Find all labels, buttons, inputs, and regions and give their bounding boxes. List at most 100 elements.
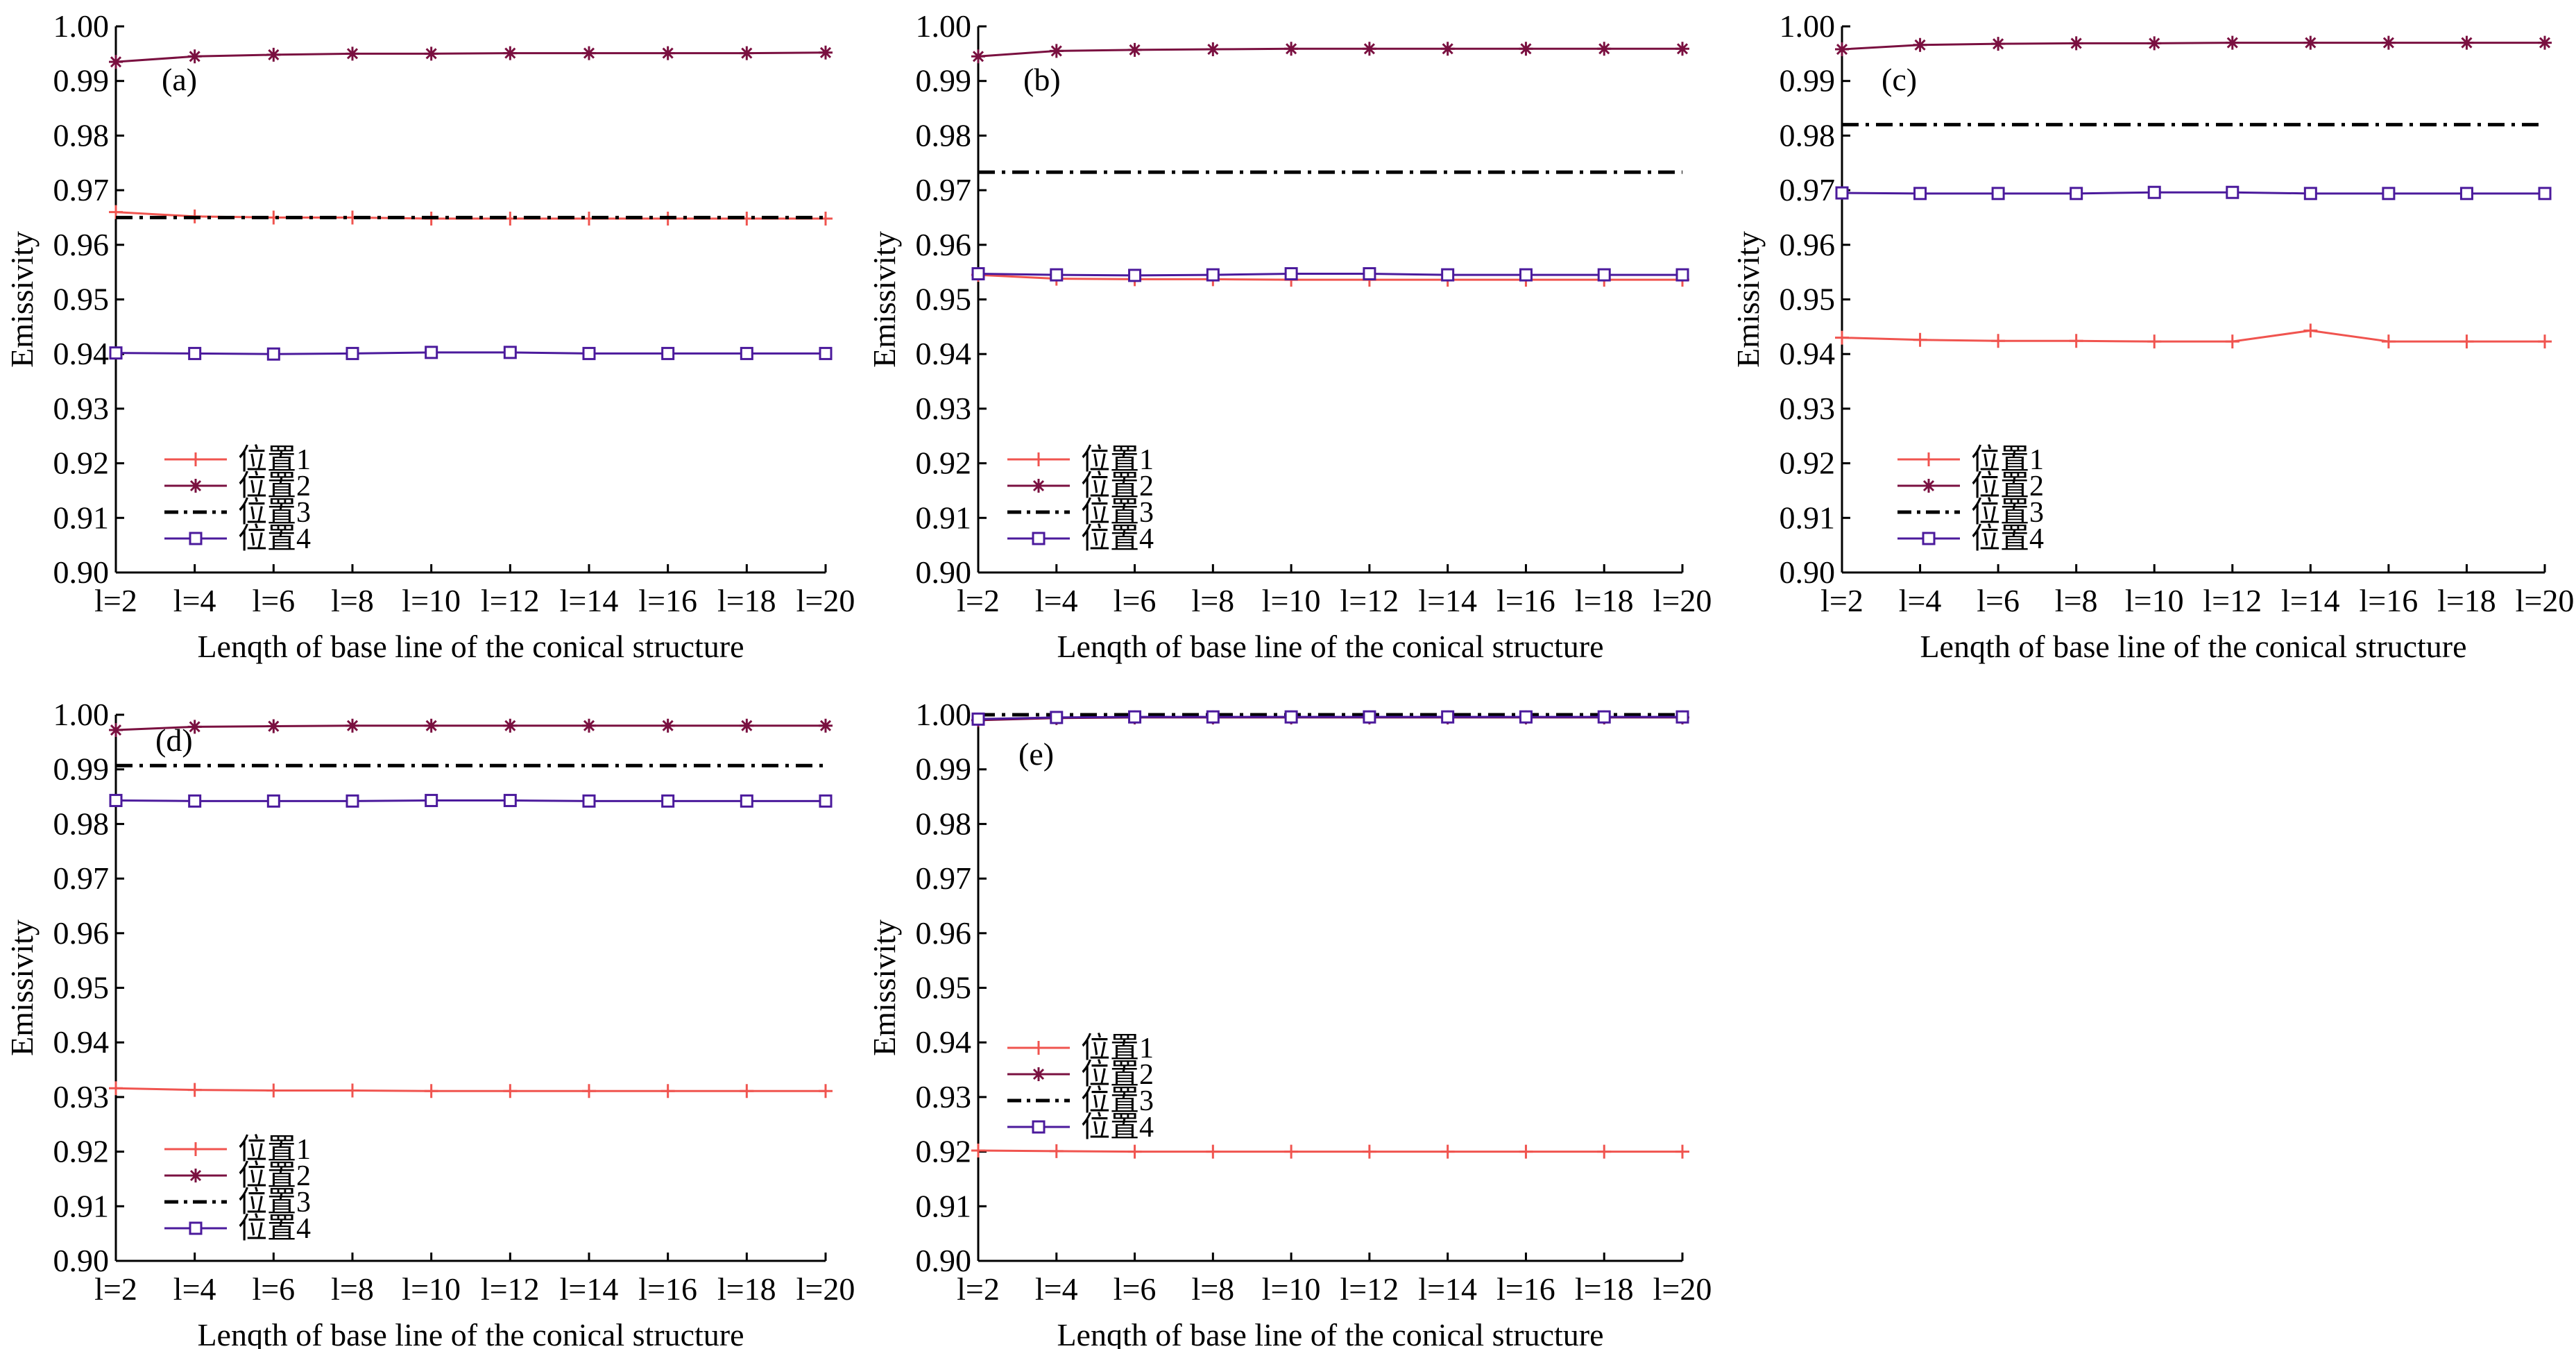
x-tick-label: l=8 (331, 1271, 374, 1307)
y-tick-label: 0.95 (53, 970, 110, 1006)
series-2 (109, 45, 833, 69)
series-line (978, 273, 1682, 277)
y-tick-label: 0.96 (916, 915, 972, 951)
data-point (819, 346, 833, 360)
data-point (1284, 42, 1299, 56)
data-point (660, 1084, 675, 1098)
y-axis-label: Emissivity (1730, 231, 1766, 368)
data-point (1597, 710, 1611, 724)
series-1 (1835, 323, 2552, 349)
data-point (1284, 1144, 1299, 1159)
data-point (819, 794, 833, 808)
data-point (1441, 268, 1455, 282)
data-point (1206, 42, 1220, 57)
data-point (1519, 710, 1533, 724)
data-point (2226, 185, 2240, 199)
y-axis-label: Emissivity (867, 919, 902, 1056)
series-1 (971, 1144, 1689, 1159)
y-tick-label: 0.97 (916, 860, 972, 896)
data-point (346, 46, 359, 61)
x-tick-label: l=16 (1496, 583, 1555, 618)
y-tick-label: 0.93 (916, 391, 972, 426)
y-tick-label: 0.91 (1780, 500, 1836, 535)
x-tick-label: l=6 (252, 1271, 295, 1307)
data-point (2538, 35, 2552, 50)
y-axis-label: Emissivity (867, 231, 902, 368)
legend-entry: 位置4 (1081, 523, 1154, 555)
data-point (266, 47, 281, 62)
x-tick-label: l=14 (2281, 583, 2340, 618)
data-point (109, 346, 123, 360)
x-tick-label: l=10 (2125, 583, 2184, 618)
data-point (266, 1083, 281, 1098)
data-point (582, 346, 596, 360)
data-point (2303, 323, 2318, 338)
data-point (2147, 334, 2162, 349)
data-point (2069, 334, 2083, 348)
x-tick-label: l=8 (1191, 583, 1234, 618)
data-point (1440, 1144, 1455, 1159)
x-tick-label: l=6 (1114, 1271, 1157, 1307)
data-point (971, 49, 985, 64)
data-point (740, 794, 753, 808)
data-point (266, 347, 280, 361)
data-point (1128, 710, 1142, 724)
data-point (188, 794, 202, 808)
legend-marker (1032, 1067, 1046, 1081)
x-axis-label: Lenqth of base line of the conical struc… (1920, 629, 2466, 664)
y-tick-label: 0.98 (53, 806, 110, 841)
data-point (1362, 42, 1376, 56)
y-tick-label: 0.95 (916, 970, 972, 1006)
data-point (503, 794, 517, 808)
data-point (1440, 42, 1455, 56)
legend-marker (189, 532, 203, 545)
data-point (819, 1084, 833, 1098)
data-point (1363, 267, 1376, 281)
panel-label: (a) (162, 62, 197, 97)
y-axis-label: Emissivity (4, 231, 40, 368)
legend-entry: 位置4 (1971, 523, 2044, 555)
series-line (115, 1087, 826, 1092)
data-point (971, 712, 985, 726)
data-point (187, 49, 202, 64)
data-point (424, 718, 438, 733)
data-point (1835, 330, 1849, 345)
x-axis-label: Lenqth of base line of the conical struc… (1057, 1317, 1603, 1349)
data-point (1206, 1144, 1220, 1159)
legend-entry: 位置1 (1971, 443, 2044, 476)
data-point (425, 794, 438, 808)
series-1 (971, 268, 1689, 287)
data-point (1049, 1144, 1064, 1158)
y-tick-label: 1.00 (916, 8, 972, 44)
data-point (346, 1083, 359, 1098)
series-4 (971, 267, 1689, 282)
data-point (971, 267, 985, 281)
series-4 (1835, 185, 2552, 201)
y-tick-label: 0.99 (916, 63, 972, 99)
data-point (2382, 187, 2396, 201)
data-point (740, 346, 753, 360)
legend-entry: 位置3 (1081, 496, 1154, 529)
data-point (1991, 37, 2006, 51)
series-2 (971, 42, 1689, 64)
legend-marker (189, 479, 203, 493)
series-4 (109, 794, 833, 808)
data-point (1597, 1144, 1612, 1159)
data-point (266, 794, 280, 808)
y-tick-label: 0.97 (53, 172, 110, 207)
data-point (2147, 185, 2161, 199)
x-tick-label: l=12 (481, 583, 540, 618)
x-tick-label: l=14 (560, 1271, 619, 1307)
data-point (1284, 267, 1298, 281)
x-tick-label: l=18 (2437, 583, 2496, 618)
x-tick-label: l=20 (796, 583, 855, 618)
data-point (1675, 710, 1689, 724)
data-point (503, 46, 518, 60)
data-point (1519, 1144, 1533, 1159)
legend-entry: 位置4 (1081, 1111, 1154, 1144)
data-point (187, 720, 202, 734)
x-tick-label: l=10 (402, 1271, 461, 1307)
series-line (115, 724, 826, 731)
x-tick-label: l=8 (331, 583, 374, 618)
